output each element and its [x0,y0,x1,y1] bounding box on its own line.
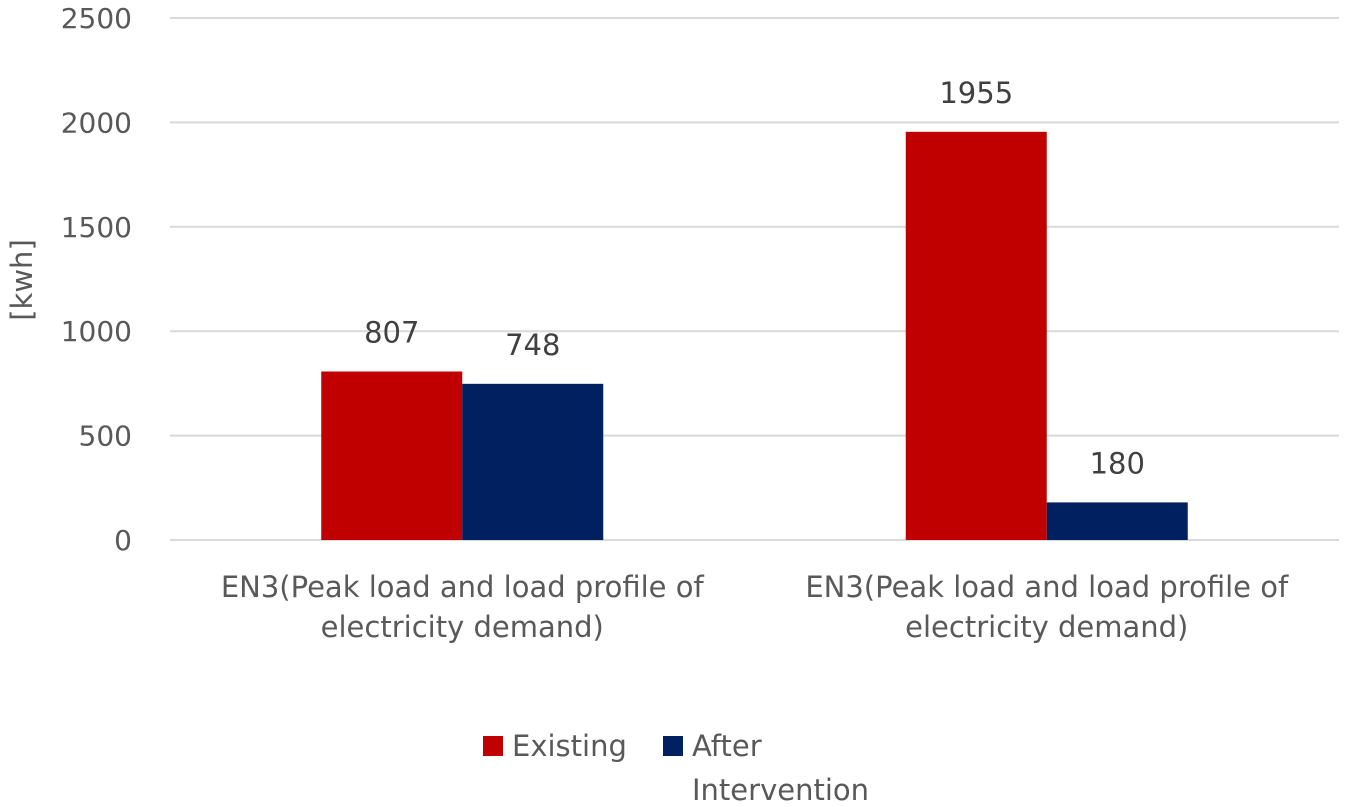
legend-label: After Intervention [692,729,869,807]
data-labels: 807 748 1955 180 [364,76,1145,481]
data-label: 807 [364,315,419,349]
legend-label: Existing [512,729,627,763]
category-label: EN3(Peak load and load profile of electri… [221,570,705,644]
data-label: 1955 [939,76,1013,110]
bar-existing [905,131,1047,540]
category-label: EN3(Peak load and load profile of electri… [805,570,1289,644]
legend: Existing After Intervention [483,729,869,807]
data-label: 748 [505,328,560,362]
bar-existing [321,371,463,540]
y-tick-label: 2000 [61,106,132,139]
bar-after-intervention [1046,502,1188,540]
data-label: 180 [1090,446,1145,480]
y-tick-label: 0 [114,524,132,557]
y-axis-label: [kwh] [5,239,39,321]
y-tick-label: 2500 [61,2,132,35]
legend-swatch [483,736,503,756]
bar-after-intervention [462,383,604,540]
legend-swatch [663,736,683,756]
x-axis-category-labels: EN3(Peak load and load profile of electri… [221,570,1289,644]
y-tick-label: 1500 [61,211,132,244]
y-tick-label: 1000 [61,315,132,348]
bars [321,131,1188,540]
y-axis-tick-labels: 0 500 1000 1500 2000 2500 [61,2,132,557]
y-tick-label: 500 [79,420,132,453]
